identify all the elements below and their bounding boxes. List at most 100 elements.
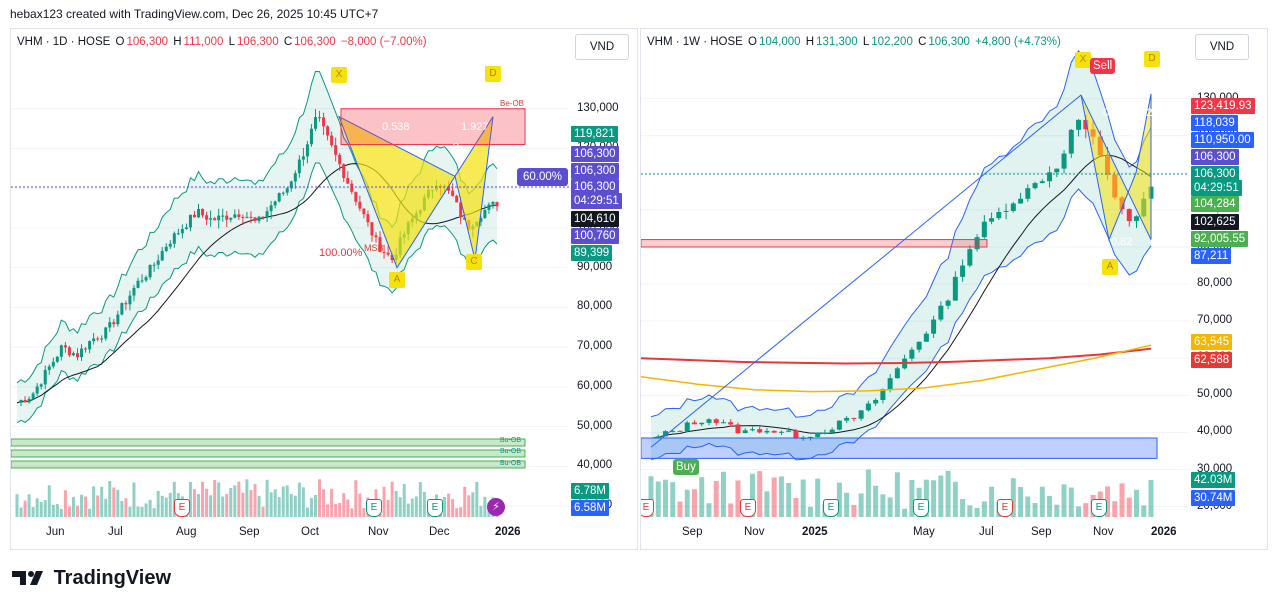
volume-bar [713, 480, 719, 517]
x-tick-label: Sep [239, 526, 260, 538]
volume-bar [952, 481, 958, 517]
volume-bar [1061, 484, 1067, 517]
fib-label-1: 1.000 [399, 83, 427, 95]
tradingview-logo[interactable]: TradingView [12, 567, 171, 590]
volume-bar [229, 487, 233, 517]
x-tick-label: Oct [301, 526, 319, 538]
volume-bar [144, 503, 148, 517]
volume-bar [455, 508, 459, 517]
lightning-icon[interactable]: ⚡ [487, 498, 505, 516]
earnings-icon[interactable]: E [1091, 499, 1107, 517]
candle-body [699, 422, 705, 425]
candle-body [27, 398, 31, 403]
left-currency-button[interactable]: VND [575, 34, 629, 60]
volume-bar [305, 507, 309, 517]
candle-body [749, 429, 755, 431]
candle-body [362, 208, 366, 215]
earnings-icon[interactable]: E [823, 499, 839, 517]
candle-body [120, 303, 124, 315]
volume-bar [273, 489, 277, 517]
candle-body [318, 117, 322, 119]
x-tick-label: Jul [108, 526, 123, 538]
y-tick-label: 70,000 [577, 340, 613, 353]
earnings-icon[interactable]: E [740, 499, 756, 517]
candle-body [313, 117, 317, 129]
volume-bar [655, 481, 661, 517]
candle-body [350, 183, 354, 192]
volume-bar [269, 492, 273, 517]
x-tick-label: Dec [429, 526, 450, 538]
candle-body [931, 319, 937, 334]
fib-label-4: 0.82 [1111, 236, 1133, 248]
earnings-icon[interactable]: E [174, 499, 190, 517]
volume-bar [285, 485, 289, 517]
price-tag: 63,545 [1191, 334, 1233, 350]
x-tick-label: Sep [682, 526, 703, 538]
volume-bar [945, 470, 951, 517]
volume-bar [301, 487, 305, 517]
earnings-icon[interactable]: E [913, 499, 929, 517]
volume-bar [735, 480, 741, 517]
volume-bar [71, 496, 75, 517]
right-chart-svg[interactable] [641, 29, 1267, 549]
candle-body [213, 218, 217, 221]
candle-body [706, 419, 712, 423]
candle-body [59, 345, 63, 357]
candle-body [269, 205, 273, 212]
bollinger-band-fill [651, 50, 1151, 460]
volume-bar [221, 496, 225, 517]
moving-average-line [650, 154, 1152, 439]
volume-bar [1126, 497, 1132, 517]
y-tick-label: 50,000 [1197, 388, 1233, 401]
price-tag: 102,625 [1191, 214, 1239, 230]
y-tick-label: 40,000 [1197, 425, 1233, 438]
candle-body [184, 227, 188, 230]
sma-red-line [641, 347, 1152, 365]
candle-body [1047, 172, 1053, 182]
candle-body [487, 204, 491, 210]
pattern-point-x: X [1075, 52, 1091, 68]
volume-bar [1148, 479, 1154, 517]
candle-body [829, 429, 835, 433]
candle-body [757, 429, 763, 433]
candle-body [124, 303, 128, 305]
earnings-icon[interactable]: E [641, 499, 654, 517]
candle-body [209, 218, 213, 220]
volume-bar [909, 479, 915, 517]
candle-body [176, 233, 180, 235]
volume-bar [648, 476, 654, 517]
volume-bar [92, 486, 96, 517]
earnings-icon[interactable]: E [366, 499, 382, 517]
volume-bar [793, 498, 799, 517]
candle-body [945, 300, 951, 306]
candle-body [88, 341, 92, 350]
price-tag: 106,300 [571, 179, 619, 195]
candle-body [1126, 209, 1132, 221]
volume-bar [1010, 478, 1016, 517]
candle-body [217, 215, 221, 221]
candle-body [952, 276, 958, 301]
volume-bar [402, 484, 406, 517]
volume-bar [19, 507, 23, 517]
volume-bar [330, 488, 334, 517]
volume-bar [128, 506, 132, 517]
candle-body [390, 254, 394, 261]
right-chart-panel[interactable]: VHM · 1W · HOSE O 104,000 H 131,300 L 102,2… [640, 28, 1268, 550]
candle-body [479, 217, 483, 222]
candle-body [989, 218, 995, 222]
volume-bar [386, 499, 390, 517]
left-chart-svg[interactable] [11, 29, 637, 549]
left-chart-panel[interactable]: VHM · 1D · HOSE O 106,300 H 111,000 L 106,3… [10, 28, 638, 550]
candle-body [35, 386, 39, 394]
candle-body [495, 201, 499, 207]
candle-body [31, 393, 35, 399]
earnings-icon[interactable]: E [427, 499, 443, 517]
fib-label-1: 0.06 [1119, 67, 1141, 79]
earnings-icon[interactable]: E [997, 499, 1013, 517]
candle-body [180, 229, 184, 234]
volume-bar [108, 481, 112, 517]
x-tick-label: 2025 [802, 526, 828, 538]
right-currency-button[interactable]: VND [1195, 34, 1249, 60]
candle-body [786, 430, 792, 432]
candle-body [447, 186, 451, 191]
